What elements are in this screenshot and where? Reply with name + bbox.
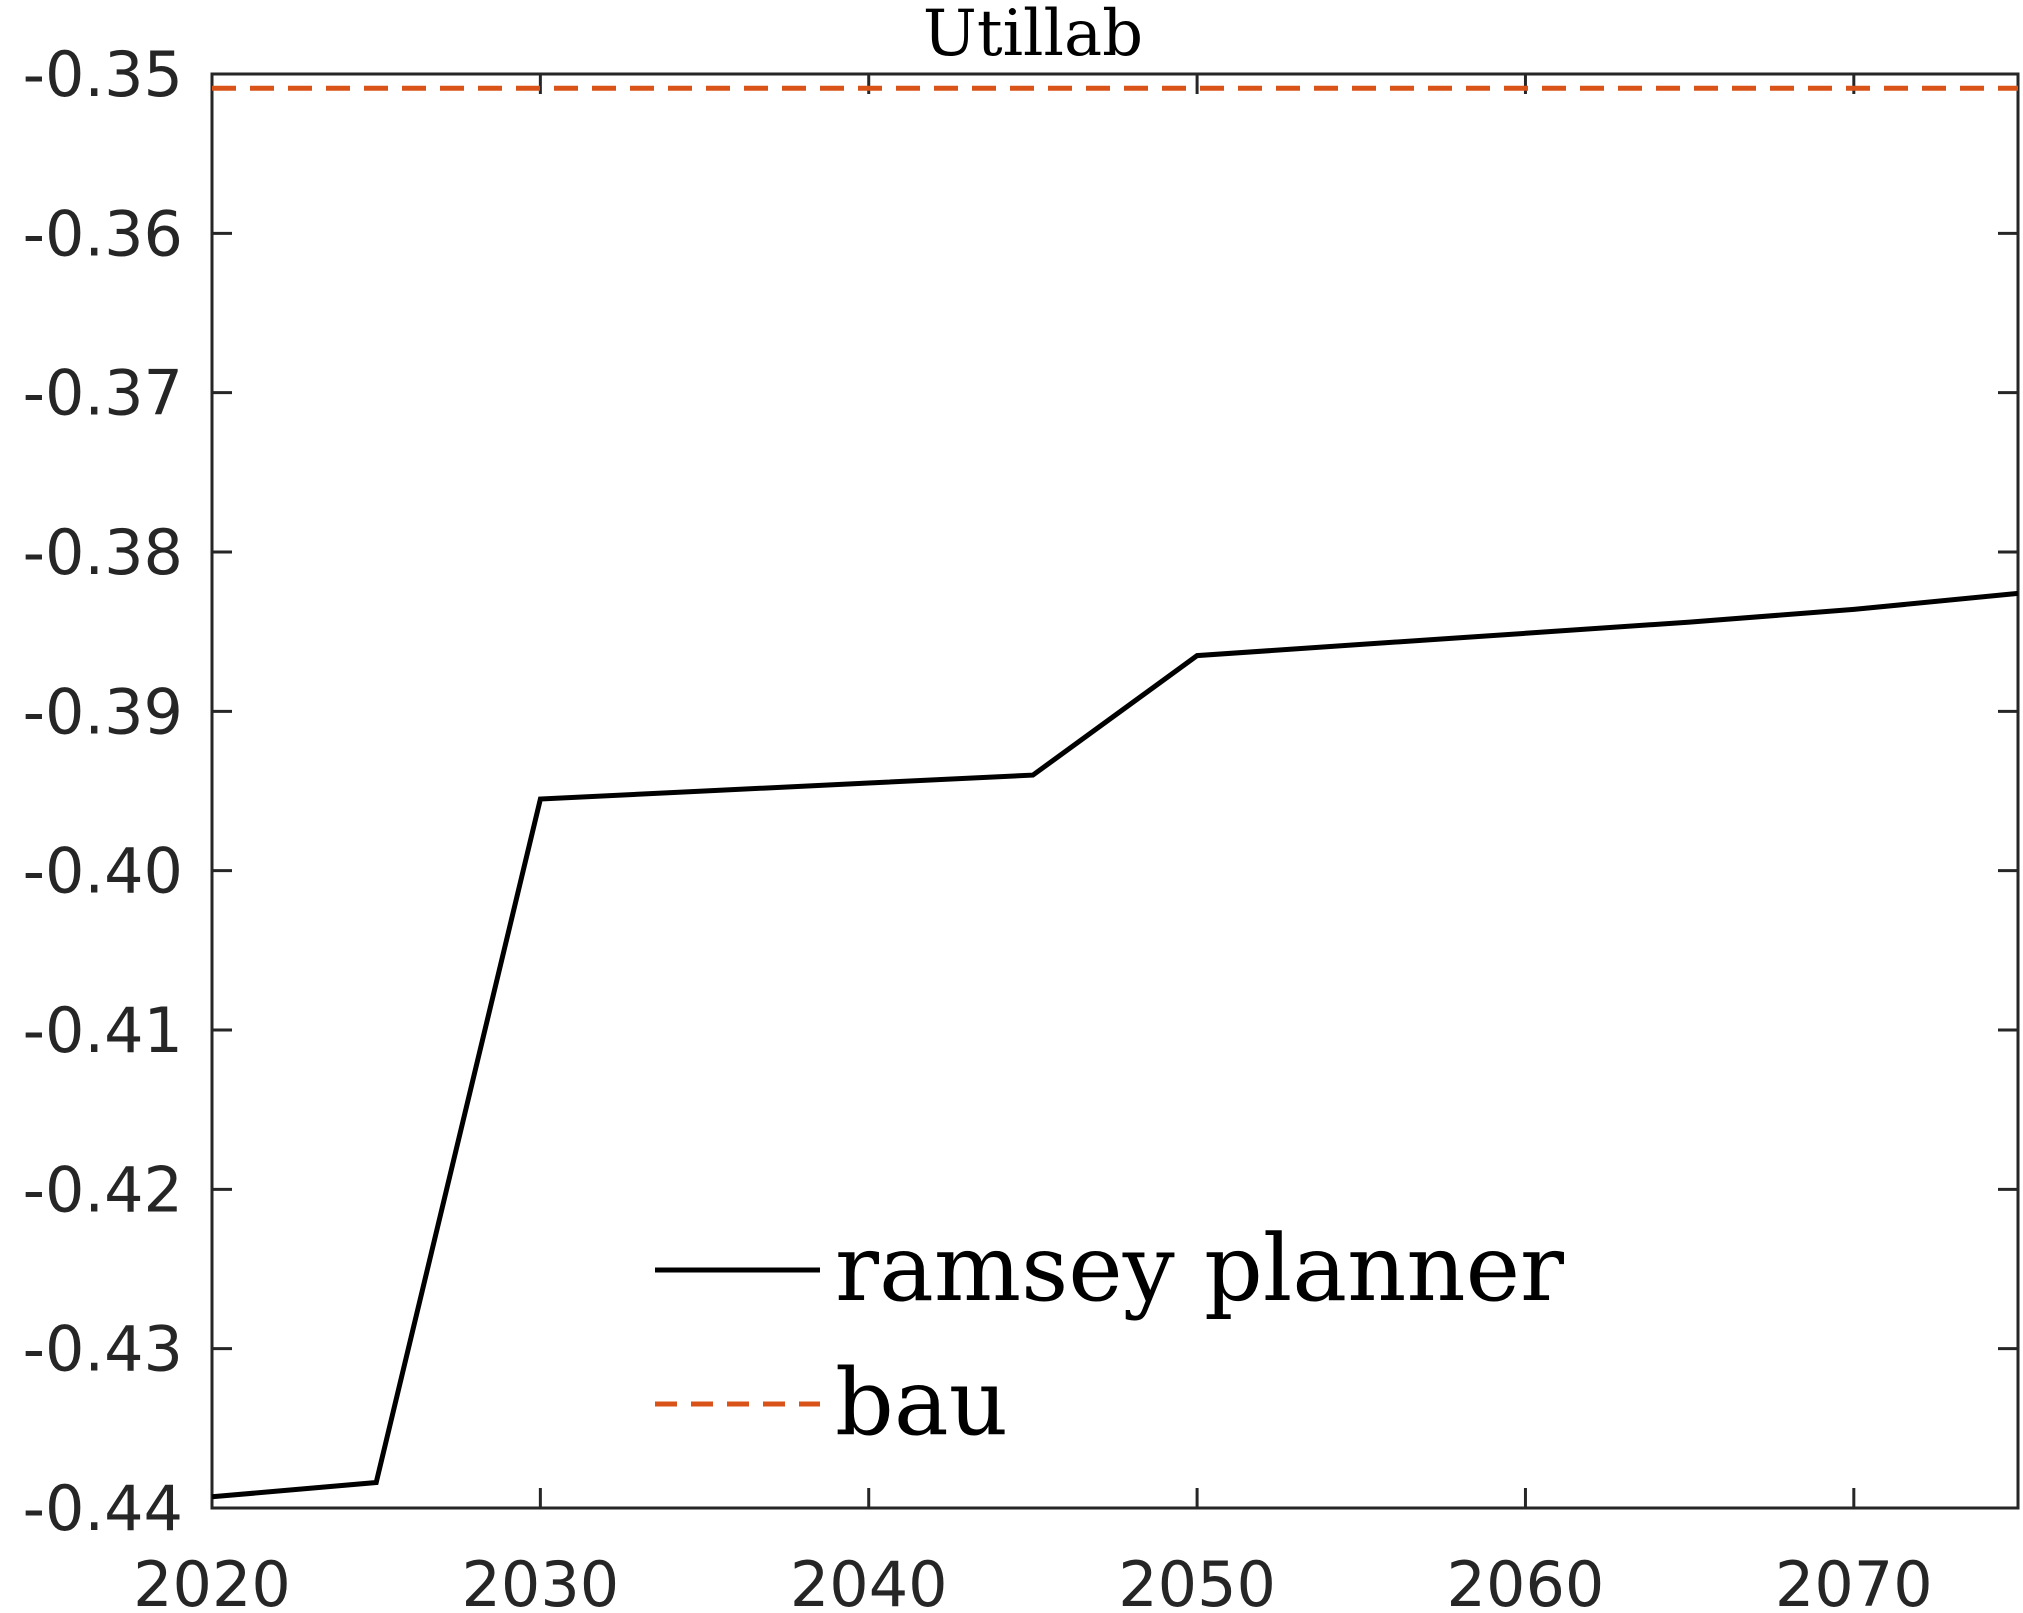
- y-tick-label: -0.36: [23, 197, 183, 270]
- y-tick-label: -0.39: [23, 675, 183, 748]
- y-tick-label: -0.44: [23, 1472, 183, 1545]
- x-tick-label: 2020: [133, 1548, 291, 1613]
- y-tick-label: -0.43: [23, 1313, 183, 1386]
- y-tick-label: -0.42: [23, 1153, 183, 1226]
- y-tick-label: -0.38: [23, 516, 183, 589]
- legend-label-bau: bau: [835, 1349, 1008, 1456]
- y-tick-label: -0.37: [23, 357, 183, 430]
- x-tick-label: 2060: [1447, 1548, 1605, 1613]
- x-tick-label: 2030: [461, 1548, 619, 1613]
- axis-tick-labels: 2020 2030 2040 2050 2060 2070 -0.35 -0.36 -0.37 -…: [23, 38, 1933, 1613]
- axis-ticks: [210, 72, 2018, 1510]
- legend: ramsey planner bau: [655, 1215, 1564, 1456]
- y-tick-label: -0.40: [23, 835, 183, 908]
- data-series: [211, 85, 2019, 1500]
- chart-title: Utillab: [923, 0, 1143, 71]
- series-line-ramsey-planner: [211, 590, 2019, 1500]
- legend-label-ramsey-planner: ramsey planner: [835, 1215, 1564, 1322]
- x-tick-label: 2070: [1775, 1548, 1933, 1613]
- y-tick-label: -0.35: [23, 38, 183, 111]
- x-tick-label: 2050: [1118, 1548, 1276, 1613]
- x-tick-label: 2040: [790, 1548, 948, 1613]
- y-tick-label: -0.41: [23, 994, 183, 1067]
- plot-area-frame: [210, 72, 2020, 1510]
